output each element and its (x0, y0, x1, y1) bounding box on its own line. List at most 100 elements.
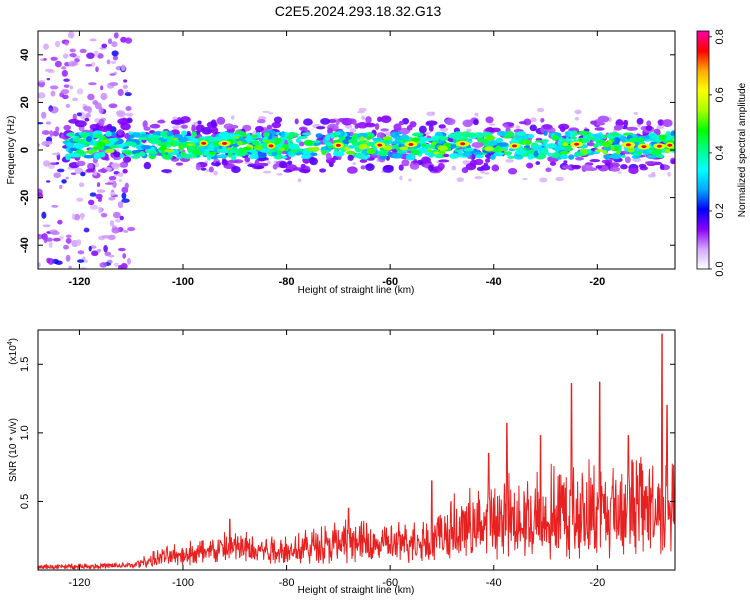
heatmap-cell (143, 126, 151, 131)
heatmap-cell (114, 218, 121, 223)
heatmap-cell (637, 136, 644, 143)
heatmap-cell (195, 163, 201, 171)
heatmap-cell (171, 137, 179, 141)
heatmap-cell (485, 116, 494, 124)
heatmap-cell (300, 163, 306, 169)
heatmap-cell (273, 116, 283, 124)
heatmap-cell (50, 90, 56, 97)
snr-x-axis-label: Height of straight line (km) (298, 585, 415, 596)
heatmap-cell (378, 151, 388, 157)
heatmap-cell (582, 138, 591, 143)
heatmap-cell (568, 154, 575, 160)
heatmap-cell (266, 160, 271, 165)
heatmap-cell (627, 148, 635, 153)
heatmap-cell (474, 158, 484, 166)
heatmap-cell (502, 123, 509, 127)
heatmap-cell (91, 250, 99, 257)
heatmap-cell (61, 66, 67, 70)
heatmap-cell (123, 229, 129, 233)
heatmap-cell (121, 192, 127, 200)
heatmap-cell (473, 132, 484, 139)
snr-x-ticks: -120 -100 -80 -60 -40 -20 (68, 330, 605, 589)
heatmap-cell (230, 115, 235, 120)
heatmap-cell (335, 119, 340, 126)
heatmap-cell (212, 140, 221, 148)
snr-x-tick-label: -80 (279, 577, 295, 589)
heatmap-cell (88, 141, 94, 145)
heatmap-cell (408, 178, 412, 182)
heatmap-cell (125, 112, 134, 117)
heatmap-cell (117, 129, 123, 136)
heatmap-cell (112, 180, 117, 188)
heatmap-cell (38, 79, 46, 83)
heatmap-cell (126, 117, 133, 124)
heatmap-cell (86, 162, 94, 170)
heatmap-cell (124, 182, 129, 190)
heatmap-cell (565, 137, 570, 142)
heatmap-cell (117, 88, 124, 97)
heatmap-cell (658, 134, 667, 141)
heatmap-cell (162, 154, 173, 160)
heatmap-cell (287, 139, 293, 146)
heatmap-cell (617, 171, 622, 174)
heatmap-cell (59, 235, 64, 240)
heatmap-cell (425, 120, 438, 126)
heatmap-cell (66, 132, 76, 138)
heatmap-cell (497, 142, 509, 147)
heatmap-cell (646, 154, 658, 159)
heatmap-cell (601, 159, 613, 164)
snr-x-tick-label: -100 (172, 577, 194, 589)
heatmap-cell (244, 157, 251, 163)
heatmap-cell (391, 152, 403, 159)
heatmap-cell (65, 234, 72, 239)
heatmap-cell (527, 133, 534, 139)
heatmap-cell (86, 52, 95, 59)
heatmap-cell (120, 64, 126, 72)
heatmap-cell (112, 55, 119, 61)
heatmap-cell (410, 149, 421, 155)
heatmap-cell (409, 161, 420, 170)
heatmap-cell (631, 155, 641, 159)
heatmap-cell (45, 237, 53, 242)
heatmap-x-axis-label: Height of straight line (km) (298, 285, 415, 296)
heatmap-cell (106, 59, 111, 65)
heatmap-cell (84, 150, 95, 154)
heatmap-cell (117, 264, 123, 269)
heatmap-cell (189, 138, 200, 143)
heatmap-cell (79, 212, 85, 219)
heatmap-cell (327, 127, 333, 135)
heatmap-cell (666, 130, 671, 137)
heatmap-cell (113, 173, 118, 177)
heatmap-cell (431, 111, 436, 116)
heatmap-cell (85, 135, 93, 142)
heatmap-cell (508, 140, 521, 144)
heatmap-cell (433, 168, 439, 173)
heatmap-cell (68, 265, 72, 269)
heatmap-cell (44, 68, 54, 72)
heatmap-cell (647, 173, 656, 178)
heatmap-cell (616, 150, 621, 155)
heatmap-cell (468, 132, 476, 138)
heatmap-cell (68, 152, 81, 158)
heatmap-cell (438, 150, 446, 156)
heatmap-cell (352, 121, 357, 125)
heatmap-cell (454, 149, 461, 153)
heatmap-cell (88, 82, 97, 86)
heatmap-cell (117, 172, 124, 177)
heatmap-cell (109, 73, 116, 76)
heatmap-cell (636, 117, 644, 125)
heatmap-cell (84, 259, 88, 263)
heatmap-cell (169, 141, 175, 146)
heatmap-cell (102, 136, 107, 140)
heatmap-cell (164, 149, 175, 153)
heatmap-cell (250, 151, 259, 155)
heatmap-cell (624, 156, 631, 164)
heatmap-cell (670, 159, 675, 165)
heatmap-cell (77, 250, 85, 255)
heatmap-cell (656, 144, 662, 148)
heatmap-cell (380, 115, 392, 124)
colorbar-label: Normalized spectral amplitude (737, 82, 748, 217)
heatmap-cell (315, 133, 323, 139)
heatmap-x-ticks: -120 -100 -80 -60 -40 -20 (68, 31, 605, 288)
heatmap-cell (659, 163, 665, 170)
